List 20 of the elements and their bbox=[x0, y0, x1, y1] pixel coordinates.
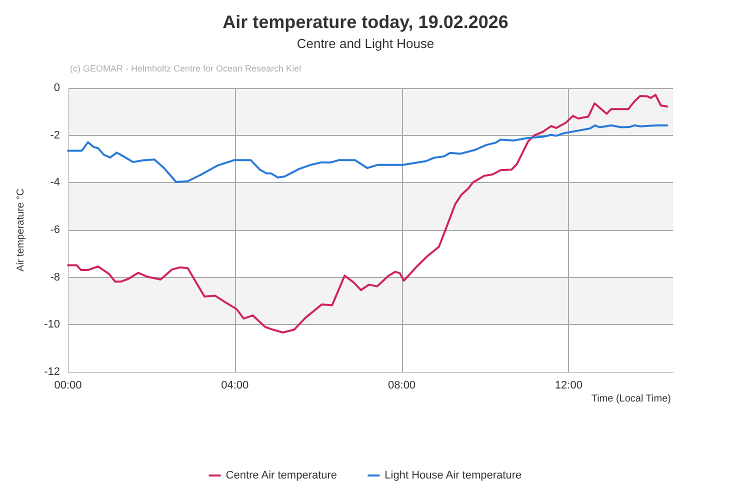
legend-label: Light House Air temperature bbox=[384, 470, 522, 482]
y-tick-label: -4 bbox=[50, 176, 60, 189]
x-tick-label: 00:00 bbox=[54, 380, 82, 392]
line-series bbox=[67, 94, 668, 334]
legend-label: Centre Air temperature bbox=[226, 470, 338, 482]
y-tick-label: -12 bbox=[44, 366, 60, 378]
chart-subtitle: Centre and Light House bbox=[296, 36, 434, 51]
text: (c) GEOMAR - Helmholtz Centre for Ocean Research Kiel bbox=[70, 64, 302, 74]
y-tick-label: 0 bbox=[54, 82, 60, 94]
y-tick-label: -2 bbox=[50, 129, 60, 142]
x-tick-label: 04:00 bbox=[221, 380, 249, 392]
chart-title: Air temperature today, 19.02.2026 bbox=[222, 12, 508, 32]
x-tick-label: 12:00 bbox=[554, 380, 582, 392]
y-tick-label: -6 bbox=[50, 224, 60, 236]
y-tick-label: -10 bbox=[44, 318, 60, 331]
x-axis-title: Time (Local Time) bbox=[591, 394, 671, 404]
x-tick-label: 08:00 bbox=[388, 380, 416, 392]
y-axis-title: Air temperature °C bbox=[16, 188, 26, 272]
line-series bbox=[67, 124, 668, 183]
y-tick-label: -8 bbox=[50, 271, 60, 284]
